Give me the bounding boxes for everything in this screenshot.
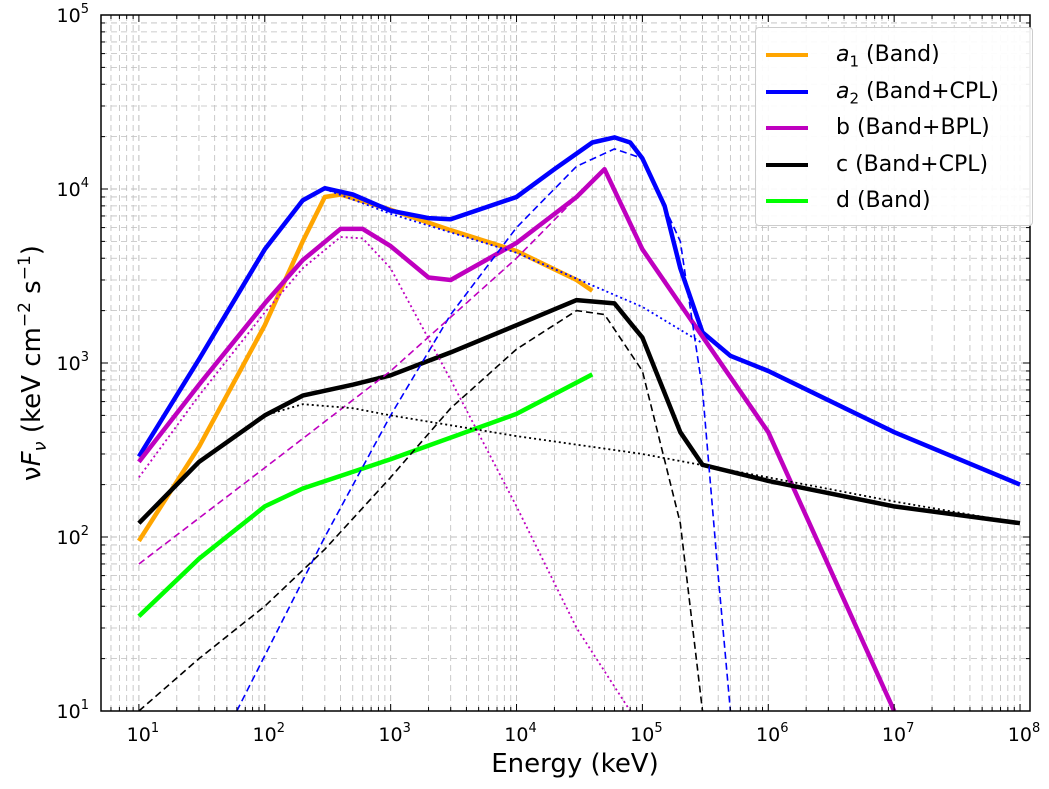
legend-swatch xyxy=(766,162,808,167)
series-line-c xyxy=(137,297,1021,526)
legend-label: a2 (Band+CPL) xyxy=(836,78,999,107)
legend-item-c: c (Band+CPL) xyxy=(756,150,1032,180)
x-axis-label: Energy (keV) xyxy=(491,749,659,779)
legend-item-d: d (Band) xyxy=(756,186,1032,216)
y-tick-label: 103 xyxy=(57,350,89,375)
x-tick-label: 107 xyxy=(882,721,914,746)
series-line-a2-cpl xyxy=(236,148,732,711)
legend-swatch xyxy=(766,89,808,94)
legend-label: c (Band+CPL) xyxy=(836,151,989,177)
legend-swatch xyxy=(766,199,808,203)
y-axis-label: νFν (keV cm−2 s−1) xyxy=(15,245,51,481)
legend-item-b: b (Band+BPL) xyxy=(756,113,1032,143)
legend-label: b (Band+BPL) xyxy=(836,115,990,140)
series-layer xyxy=(136,135,1021,711)
legend-label: a1 (Band) xyxy=(836,42,940,71)
x-tick-label: 104 xyxy=(504,721,536,746)
y-tick-label: 105 xyxy=(57,2,89,27)
legend-item-a1: a1 (Band) xyxy=(756,40,1032,70)
x-tick-label: 102 xyxy=(253,721,285,746)
legend: a1 (Band) a2 (Band+CPL) b (Band+BPL) c (Ban… xyxy=(755,27,1033,226)
series-line-b-bpl xyxy=(138,168,606,565)
legend-label: d (Band) xyxy=(836,188,931,213)
legend-swatch xyxy=(766,126,808,130)
series-line-b xyxy=(137,166,897,711)
legend-swatch xyxy=(766,53,808,57)
legend-item-a2: a2 (Band+CPL) xyxy=(756,77,1032,107)
x-tick-label: 108 xyxy=(1008,721,1040,746)
series-line-a2-band xyxy=(324,188,703,344)
series-line-c-cpl xyxy=(138,309,704,711)
x-tick-label: 105 xyxy=(630,721,662,746)
x-tick-label: 101 xyxy=(127,721,159,746)
series-line-d xyxy=(137,372,594,618)
series-line-a2 xyxy=(136,135,1021,487)
y-tick-label: 102 xyxy=(57,524,89,549)
y-tick-label: 104 xyxy=(57,176,89,201)
x-tick-label: 103 xyxy=(378,721,410,746)
series-line-a1 xyxy=(137,192,594,543)
x-tick-label: 106 xyxy=(756,721,788,746)
tick-layer: 101 102 103 104 105 106 107 108 101 102 103 104 105 xyxy=(57,2,1041,746)
series-line-c-band xyxy=(138,403,1021,525)
y-tick-label: 101 xyxy=(57,698,89,723)
